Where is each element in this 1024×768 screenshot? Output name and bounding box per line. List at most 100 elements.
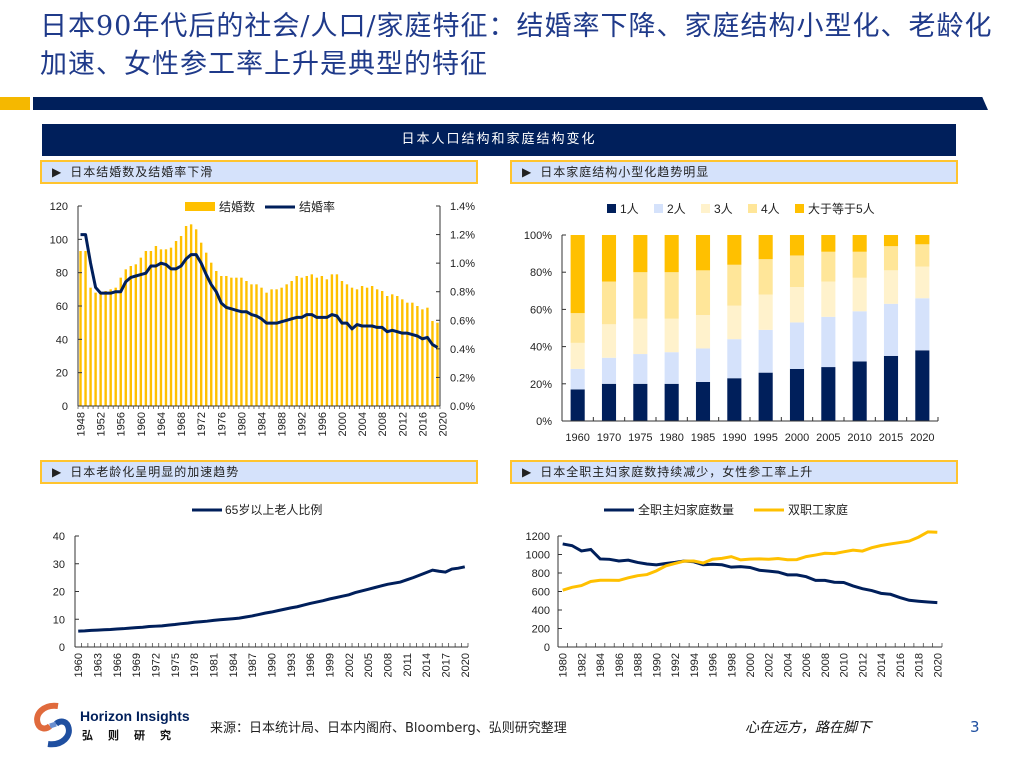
legend-swatch (795, 204, 804, 213)
line-housewife-households (562, 542, 938, 605)
bar-marriage-count (109, 289, 112, 406)
legend-label: 3人 (714, 202, 733, 216)
bar-segment-1人 (915, 350, 930, 421)
x-tick-label: 2010 (847, 432, 871, 444)
bar-marriage-count (149, 251, 153, 406)
bar-marriage-count (159, 249, 163, 406)
x-tick-label: 1999 (324, 653, 336, 677)
bar-marriage-count (154, 246, 158, 406)
workforce-chart: 0 200 400 600 800 1000 1200 1980 1982 1984 1986 198… (526, 502, 945, 677)
bar-segment-1人 (664, 383, 679, 421)
bar-segment-2人 (915, 298, 930, 351)
y-tick-label: 20 (53, 587, 65, 599)
bar-marriage-count (245, 281, 248, 406)
bar-marriage-count (295, 276, 298, 406)
bar-marriage-count (99, 292, 102, 406)
x-tick-label: 2020 (460, 653, 472, 677)
bar-segment-4人 (821, 251, 836, 282)
x-tick-label: 1980 (558, 653, 570, 677)
x-tick-label: 2012 (397, 412, 409, 436)
x-tick-label: 2006 (801, 653, 813, 677)
bar-segment-2人 (883, 303, 899, 356)
bar-marriage-count (411, 302, 414, 406)
marriage-chart: 0 20 40 60 80 100 120 0.0% 0.2% 0.4% 0.6% 0.8% 1.0% 1… (50, 199, 476, 436)
bar-marriage-count (335, 274, 339, 406)
y-tick-label: 1000 (526, 550, 550, 562)
bar-segment-大于等于5人 (664, 235, 679, 273)
bar-segment-4人 (789, 255, 805, 288)
bar-marriage-count (426, 307, 429, 406)
bar-segment-1人 (695, 381, 711, 421)
x-tick-label: 1984 (228, 653, 240, 677)
y-left-tick-label: 40 (56, 334, 68, 346)
y-tick-label: 400 (532, 605, 550, 617)
bar-segment-2人 (727, 339, 742, 379)
x-tick-label: 1969 (131, 653, 143, 677)
bar-segment-大于等于5人 (883, 235, 899, 247)
bar-marriage-count (129, 266, 132, 406)
bar-marriage-count (330, 274, 334, 406)
bar-marriage-count (325, 279, 329, 406)
subtitle-text: 日本老龄化呈明显的加速趋势 (70, 465, 240, 479)
x-tick-label: 1990 (651, 653, 663, 677)
bar-marriage-count (199, 242, 203, 406)
x-tick-label: 2020 (932, 653, 944, 677)
x-tick-label: 2012 (857, 653, 869, 677)
bar-marriage-count (320, 276, 324, 406)
bar-marriage-count (401, 299, 404, 406)
legend-label-count: 结婚数 (219, 199, 255, 214)
brand-name: Horizon Insights (80, 708, 190, 724)
x-tick-label: 2011 (402, 653, 414, 677)
bar-segment-2人 (664, 352, 679, 384)
y-right-tick-label: 1.4% (450, 201, 475, 213)
x-tick-label: 2010 (839, 653, 851, 677)
bar-segment-4人 (570, 313, 585, 343)
source-note: 来源：日本统计局、日本内阁府、Bloomberg、弘则研究整理 (210, 721, 567, 736)
y-tick-label: 10 (53, 614, 65, 626)
bar-marriage-count (265, 292, 268, 406)
household-chart: 1960 1970 1975 1980 1985 1990 1995 2000 2005 2010… (524, 202, 939, 444)
bar-marriage-count (310, 274, 313, 406)
x-tick-label: 1994 (689, 653, 701, 677)
x-tick-label: 1972 (151, 653, 163, 677)
bar-segment-2人 (852, 311, 867, 362)
aging-chart: 0 10 20 30 40 1960 1963 1966 1969 1972 1975 1978 198… (53, 502, 472, 677)
bar-marriage-count (290, 281, 293, 406)
y-tick-label: 30 (53, 559, 65, 571)
x-tick-label: 2002 (344, 653, 356, 677)
y-right-tick-label: 1.2% (450, 230, 475, 242)
bar-marriage-count (144, 251, 148, 406)
y-left-tick-label: 120 (50, 201, 68, 213)
x-tick-label: 1996 (708, 653, 720, 677)
horizon-insights-logo-icon (34, 702, 72, 748)
bar-marriage-count (240, 277, 243, 406)
legend-swatch (748, 204, 757, 213)
bar-marriage-count (305, 276, 308, 406)
bar-segment-大于等于5人 (758, 235, 773, 260)
subtitle-text: 日本家庭结构小型化趋势明显 (540, 165, 710, 179)
legend-label: 4人 (761, 202, 780, 216)
bar-marriage-count (230, 277, 233, 406)
legend-label-dual: 双职工家庭 (788, 502, 848, 517)
bar-segment-4人 (758, 259, 773, 295)
page-number: 3 (970, 718, 980, 736)
y-tick-label: 0 (59, 642, 65, 654)
bar-segment-大于等于5人 (821, 235, 836, 252)
bar-segment-4人 (601, 281, 617, 325)
bar-segment-3人 (758, 294, 773, 330)
bar-segment-大于等于5人 (727, 235, 742, 265)
arrow-icon: ▶ (522, 465, 533, 479)
bar-marriage-count (210, 262, 213, 406)
bar-marriage-count (225, 276, 228, 406)
x-tick-label: 1968 (176, 412, 188, 436)
bar-marriage-count (340, 281, 344, 406)
panel-subtitle-workforce: ▶ 日本全职主妇家庭数持续减少，女性参工率上升 (510, 460, 958, 484)
arrow-icon: ▶ (522, 165, 533, 179)
x-tick-label: 1990 (267, 653, 279, 677)
x-tick-label: 1975 (628, 432, 652, 444)
bar-segment-2人 (601, 357, 617, 384)
bar-marriage-count (380, 291, 384, 406)
legend-swatch-count (185, 202, 215, 211)
bar-segment-4人 (852, 251, 867, 278)
y-tick-label: 60% (530, 304, 552, 316)
